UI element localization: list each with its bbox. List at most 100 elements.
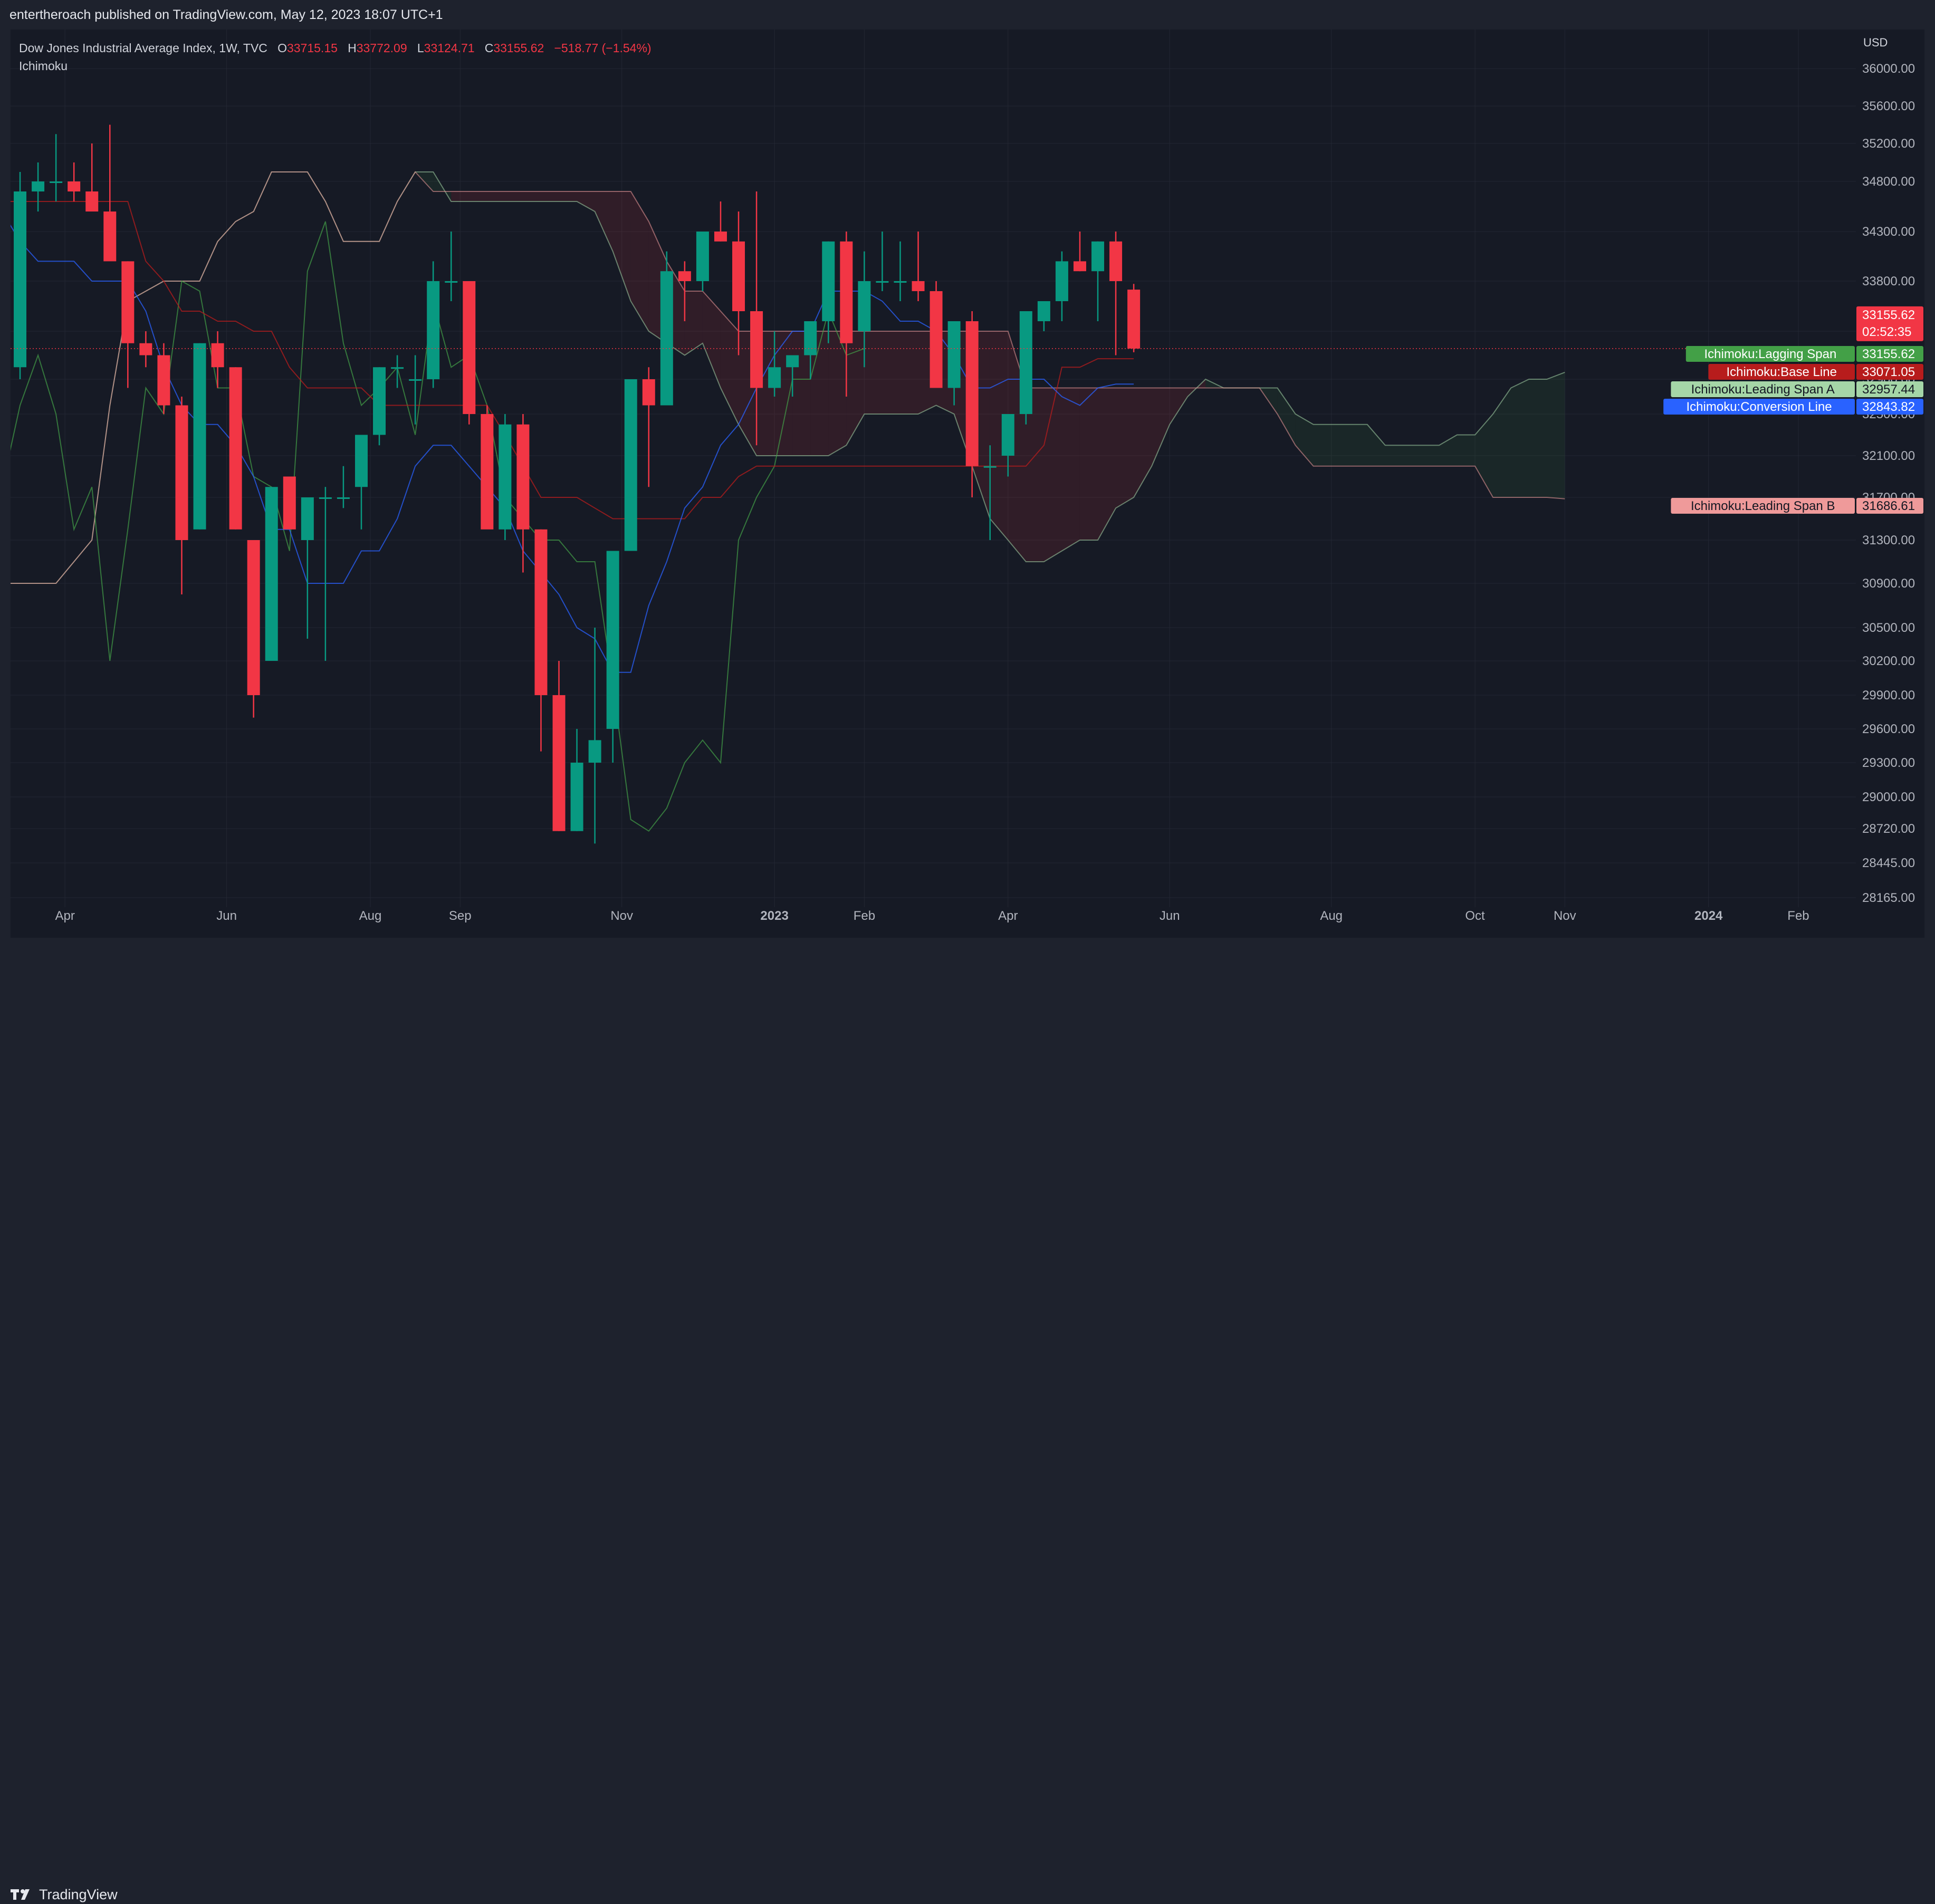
candle-body[interactable] bbox=[229, 367, 242, 530]
candle-body[interactable] bbox=[840, 241, 853, 343]
candle-body[interactable] bbox=[570, 763, 583, 831]
candle-body[interactable] bbox=[355, 435, 368, 487]
candle-body[interactable] bbox=[247, 540, 260, 695]
kumo-cloud-segment bbox=[630, 191, 649, 331]
y-tick-label: 36000.00 bbox=[1862, 62, 1915, 76]
candle-body[interactable] bbox=[373, 367, 386, 435]
candle-body[interactable] bbox=[139, 343, 152, 355]
conversion-line bbox=[11, 224, 1134, 673]
indicator-name-badge bbox=[1671, 498, 1855, 514]
candle-body[interactable] bbox=[337, 497, 350, 499]
candle-body[interactable] bbox=[876, 281, 889, 283]
candle-body[interactable] bbox=[301, 497, 314, 540]
candle-body[interactable] bbox=[696, 232, 709, 281]
candle-body[interactable] bbox=[858, 281, 871, 331]
candle-body[interactable] bbox=[1019, 311, 1032, 414]
candle-body[interactable] bbox=[463, 281, 476, 414]
candle-body[interactable] bbox=[427, 281, 440, 379]
price-chart[interactable]: USD 36000.00 35600.00 35200.00 34800.00 34300… bbox=[11, 30, 1924, 938]
candle-body[interactable] bbox=[319, 497, 332, 499]
candle-body[interactable] bbox=[1091, 241, 1105, 272]
candle-body[interactable] bbox=[606, 551, 619, 729]
candle-body[interactable] bbox=[68, 181, 81, 191]
candle-body[interactable] bbox=[409, 379, 422, 381]
candle-body[interactable] bbox=[445, 281, 458, 283]
candle-body[interactable] bbox=[804, 321, 817, 355]
candle-body[interactable] bbox=[965, 321, 979, 466]
currency-label: USD bbox=[1863, 36, 1888, 49]
candle-body[interactable] bbox=[624, 379, 637, 551]
x-tick-label: Sep bbox=[449, 909, 472, 923]
last-price-badge bbox=[1856, 306, 1923, 341]
candle-body[interactable] bbox=[1127, 290, 1141, 349]
candle-body[interactable] bbox=[121, 261, 135, 343]
chart-frame[interactable]: USD 36000.00 35600.00 35200.00 34800.00 34300… bbox=[11, 30, 1924, 938]
candle-body[interactable] bbox=[552, 695, 566, 831]
candle-body[interactable] bbox=[499, 424, 512, 530]
candle-body[interactable] bbox=[768, 367, 781, 388]
candle-body[interactable] bbox=[642, 379, 655, 406]
candle-body[interactable] bbox=[175, 405, 188, 541]
candle-body[interactable] bbox=[211, 343, 224, 368]
candle-body[interactable] bbox=[85, 191, 99, 211]
y-tick-label: 35600.00 bbox=[1862, 99, 1915, 113]
candle-body[interactable] bbox=[678, 271, 691, 281]
candle-body[interactable] bbox=[1073, 261, 1086, 272]
candle-body[interactable] bbox=[103, 211, 117, 262]
candle-body[interactable] bbox=[193, 343, 206, 530]
candle-body[interactable] bbox=[660, 271, 673, 406]
indicator-name-label: Ichimoku:Base Line bbox=[1726, 365, 1836, 379]
candle-body[interactable] bbox=[588, 740, 601, 763]
y-tick-label: 29600.00 bbox=[1862, 722, 1915, 736]
kumo-cloud-segment bbox=[1529, 379, 1547, 497]
candle-body[interactable] bbox=[894, 281, 907, 283]
candle-body[interactable] bbox=[912, 281, 925, 291]
candle-body[interactable] bbox=[786, 355, 799, 368]
tradingview-brand[interactable]: TradingView bbox=[11, 1885, 118, 1904]
candle-body[interactable] bbox=[32, 181, 45, 191]
x-tick-label: Apr bbox=[998, 909, 1018, 923]
symbol-label[interactable]: Dow Jones Industrial Average Index, 1W, … bbox=[19, 41, 267, 55]
y-tick-label: 28165.00 bbox=[1862, 891, 1915, 905]
kumo-cloud-segment bbox=[1295, 414, 1314, 466]
kumo-cloud-segment bbox=[1313, 424, 1331, 466]
x-tick-label: Nov bbox=[1554, 909, 1576, 923]
candle-body[interactable] bbox=[983, 466, 997, 468]
change-value: −518.77 (−1.54%) bbox=[554, 41, 652, 55]
candle-body[interactable] bbox=[732, 241, 745, 311]
kumo-cloud-segment bbox=[469, 191, 487, 201]
candle-body[interactable] bbox=[481, 414, 494, 530]
candle-body[interactable] bbox=[516, 424, 530, 530]
y-tick-label: 29300.00 bbox=[1862, 756, 1915, 770]
brand-name: TradingView bbox=[39, 1886, 118, 1902]
indicator-value-badge bbox=[1856, 498, 1923, 514]
candle-body[interactable] bbox=[947, 321, 961, 388]
candle-body[interactable] bbox=[391, 367, 404, 369]
candle-body[interactable] bbox=[714, 232, 727, 242]
candle-body[interactable] bbox=[930, 291, 943, 388]
candle-body[interactable] bbox=[14, 191, 27, 368]
candle-body[interactable] bbox=[750, 311, 763, 388]
kumo-cloud-segment bbox=[1475, 414, 1493, 497]
candle-body[interactable] bbox=[1001, 414, 1014, 456]
candle-body[interactable] bbox=[534, 529, 548, 695]
kumo-cloud-segment bbox=[1421, 445, 1439, 466]
x-tick-label: Feb bbox=[1787, 909, 1809, 923]
kumo-cloud-segment bbox=[1170, 388, 1188, 425]
candle-body[interactable] bbox=[283, 476, 296, 530]
candle-body[interactable] bbox=[265, 487, 278, 661]
indicator-label[interactable]: Ichimoku bbox=[19, 59, 68, 73]
kumo-cloud-segment bbox=[595, 191, 613, 252]
candle-body[interactable] bbox=[1055, 261, 1068, 301]
candle-body[interactable] bbox=[157, 355, 170, 406]
indicator-name-badge bbox=[1685, 346, 1855, 362]
candle-body[interactable] bbox=[1109, 241, 1123, 281]
candle-body[interactable] bbox=[50, 181, 63, 183]
x-tick-label: Oct bbox=[1465, 909, 1485, 923]
kumo-cloud-segment bbox=[1385, 445, 1403, 466]
candle-body[interactable] bbox=[822, 241, 835, 321]
candle-body[interactable] bbox=[1037, 301, 1050, 321]
y-tick-label: 28720.00 bbox=[1862, 822, 1915, 836]
kumo-cloud-segment bbox=[1098, 388, 1116, 540]
y-tick-label: 35200.00 bbox=[1862, 137, 1915, 151]
